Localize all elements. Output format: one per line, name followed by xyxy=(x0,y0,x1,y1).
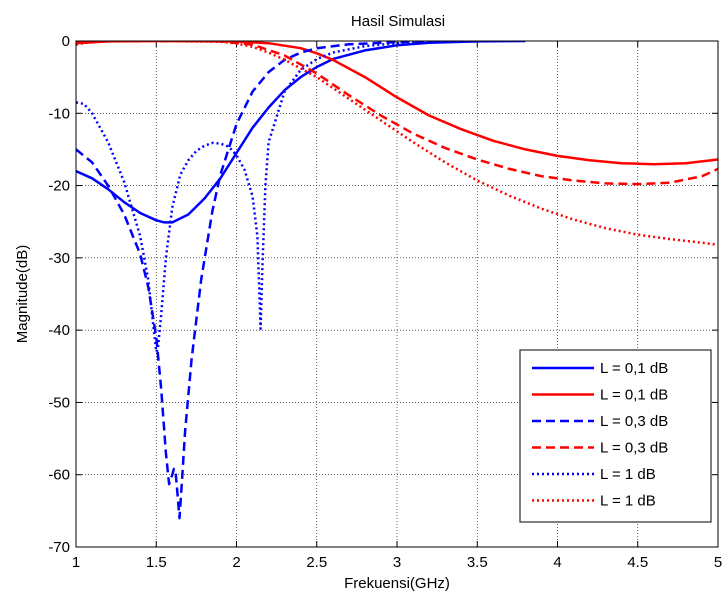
series-line-1 xyxy=(76,41,526,224)
y-tick-label: 0 xyxy=(62,33,70,50)
x-tick-label: 1 xyxy=(72,554,80,571)
x-tick-label: 4.5 xyxy=(627,554,648,571)
x-tick-label: 2.5 xyxy=(306,554,327,571)
series-line-5 xyxy=(76,41,494,354)
x-tick-label: 3 xyxy=(393,554,401,571)
legend-box xyxy=(519,349,712,523)
x-tick-labels: 1 1.5 2 2.5 3 3.5 4 4.5 5 xyxy=(72,554,722,571)
y-tick-label: -40 xyxy=(48,322,70,339)
x-tick-label: 2 xyxy=(232,554,240,571)
y-tick-labels: 0 -10 -20 -30 -40 -50 -60 -70 xyxy=(48,33,70,556)
legend-label: L = 1 dB xyxy=(600,466,656,483)
series-line-2 xyxy=(76,41,718,166)
y-axis-label: Magnitude(dB) xyxy=(14,245,31,343)
y-tick-label: -30 xyxy=(48,250,70,267)
grid xyxy=(76,41,718,547)
series-line-6 xyxy=(76,41,718,247)
x-tick-label: 5 xyxy=(714,554,722,571)
y-tick-label: -60 xyxy=(48,467,70,484)
series-group xyxy=(76,41,718,520)
x-axis-label: Frekuensi(GHz) xyxy=(344,575,450,592)
legend-label: L = 0,1 dB xyxy=(600,360,668,377)
series-line-4 xyxy=(76,41,718,186)
y-tick-label: -20 xyxy=(48,178,70,195)
legend: L = 0,1 dB L = 0,1 dB L = 0,3 dB L = 0,3 dB… xyxy=(519,349,712,523)
chart-title: Hasil Simulasi xyxy=(351,13,445,30)
legend-label: L = 0,3 dB xyxy=(600,440,668,457)
legend-label: L = 0,1 dB xyxy=(600,387,668,404)
y-tick-label: -10 xyxy=(48,105,70,122)
legend-label: L = 0,3 dB xyxy=(600,413,668,430)
plot-border xyxy=(75,40,719,548)
x-tick-label: 4 xyxy=(553,554,561,571)
y-tick-label: -50 xyxy=(48,394,70,411)
x-tick-label: 1.5 xyxy=(146,554,167,571)
x-tick-label: 3.5 xyxy=(467,554,488,571)
y-tick-label: -70 xyxy=(48,539,70,556)
series-line-3 xyxy=(76,41,478,520)
legend-label: L = 1 dB xyxy=(600,493,656,510)
